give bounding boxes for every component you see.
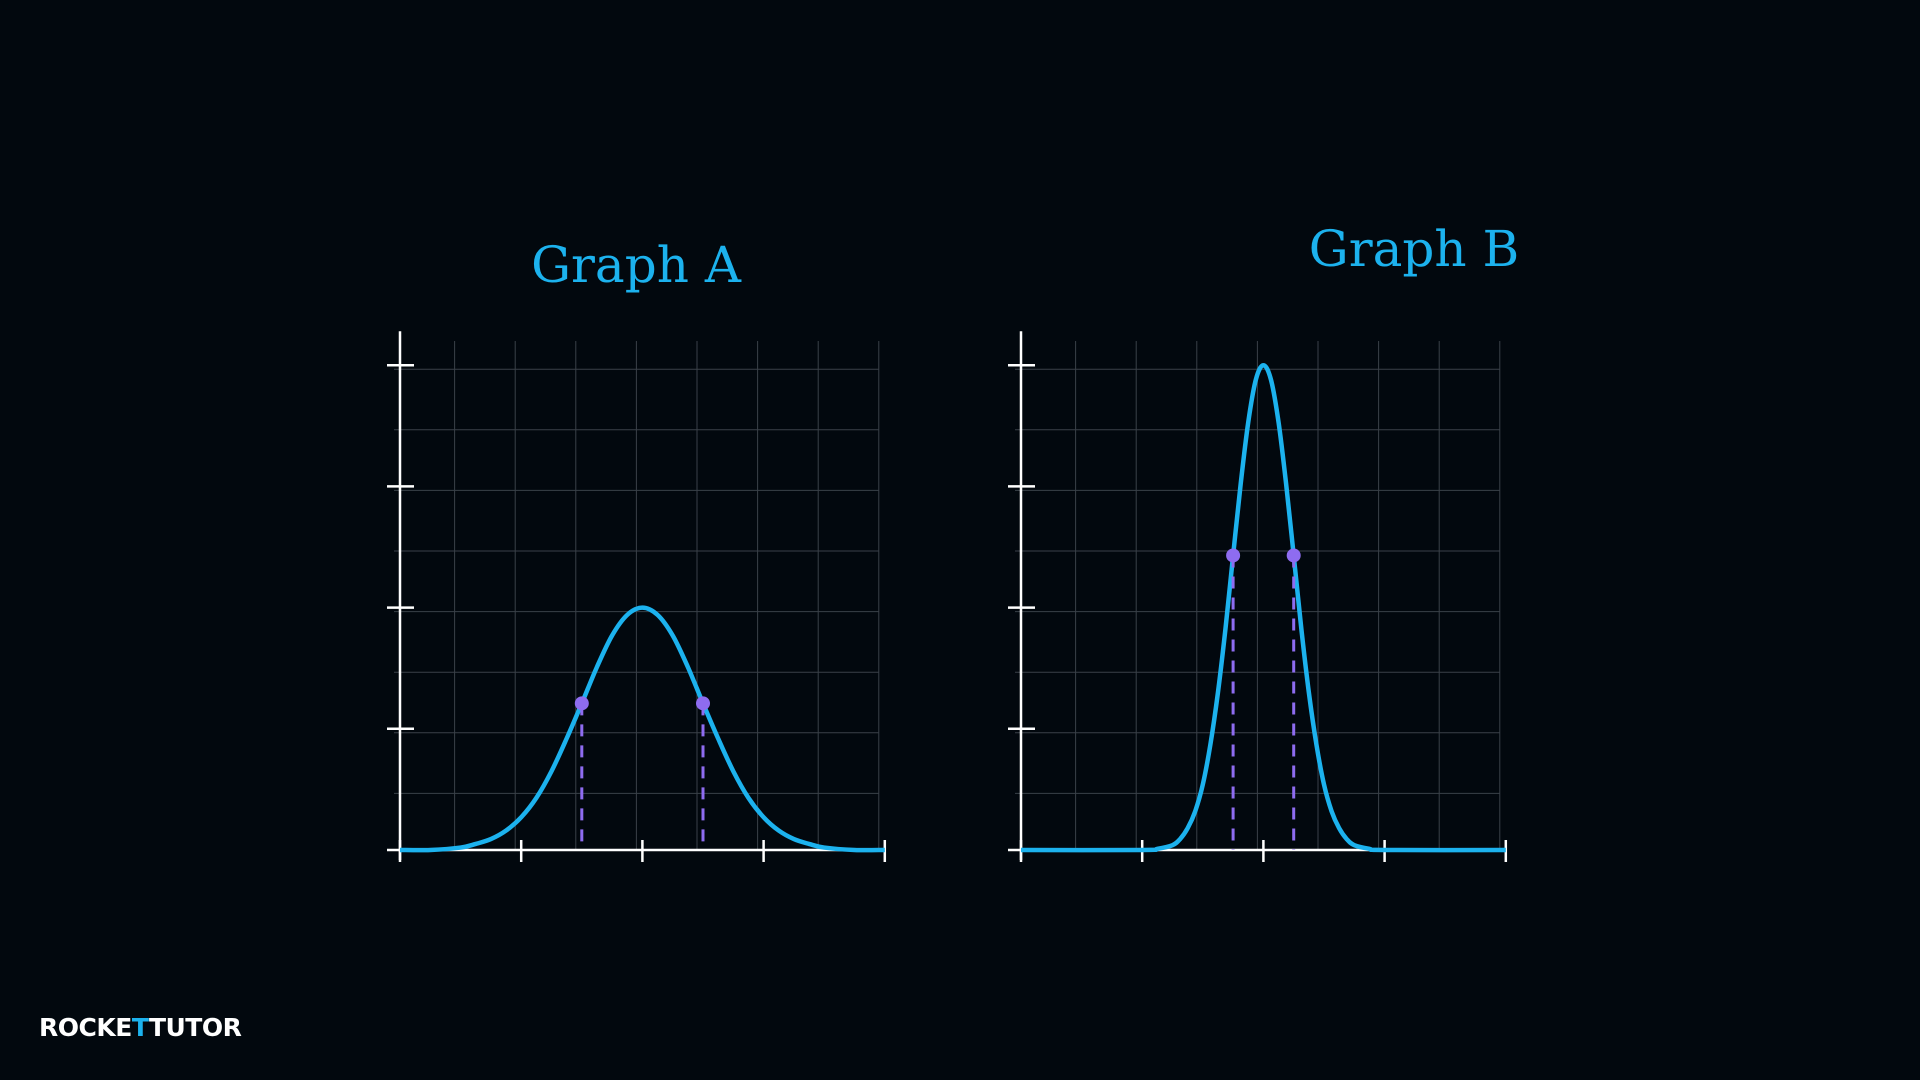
point bbox=[1286, 548, 1301, 563]
curve bbox=[399, 605, 885, 853]
chart-title: Graph B bbox=[1309, 220, 1520, 278]
point bbox=[1226, 548, 1241, 563]
logo: ROCKETTUTOR bbox=[39, 1013, 242, 1042]
chart-title: Graph A bbox=[531, 236, 742, 294]
logo-text: TUTO bbox=[149, 1013, 223, 1042]
logo-text: ROCKE bbox=[39, 1013, 132, 1042]
point bbox=[574, 696, 589, 711]
logo-text: T bbox=[132, 1013, 149, 1042]
logo-text: R bbox=[223, 1013, 242, 1042]
point bbox=[696, 696, 710, 711]
curve bbox=[1020, 362, 1506, 853]
